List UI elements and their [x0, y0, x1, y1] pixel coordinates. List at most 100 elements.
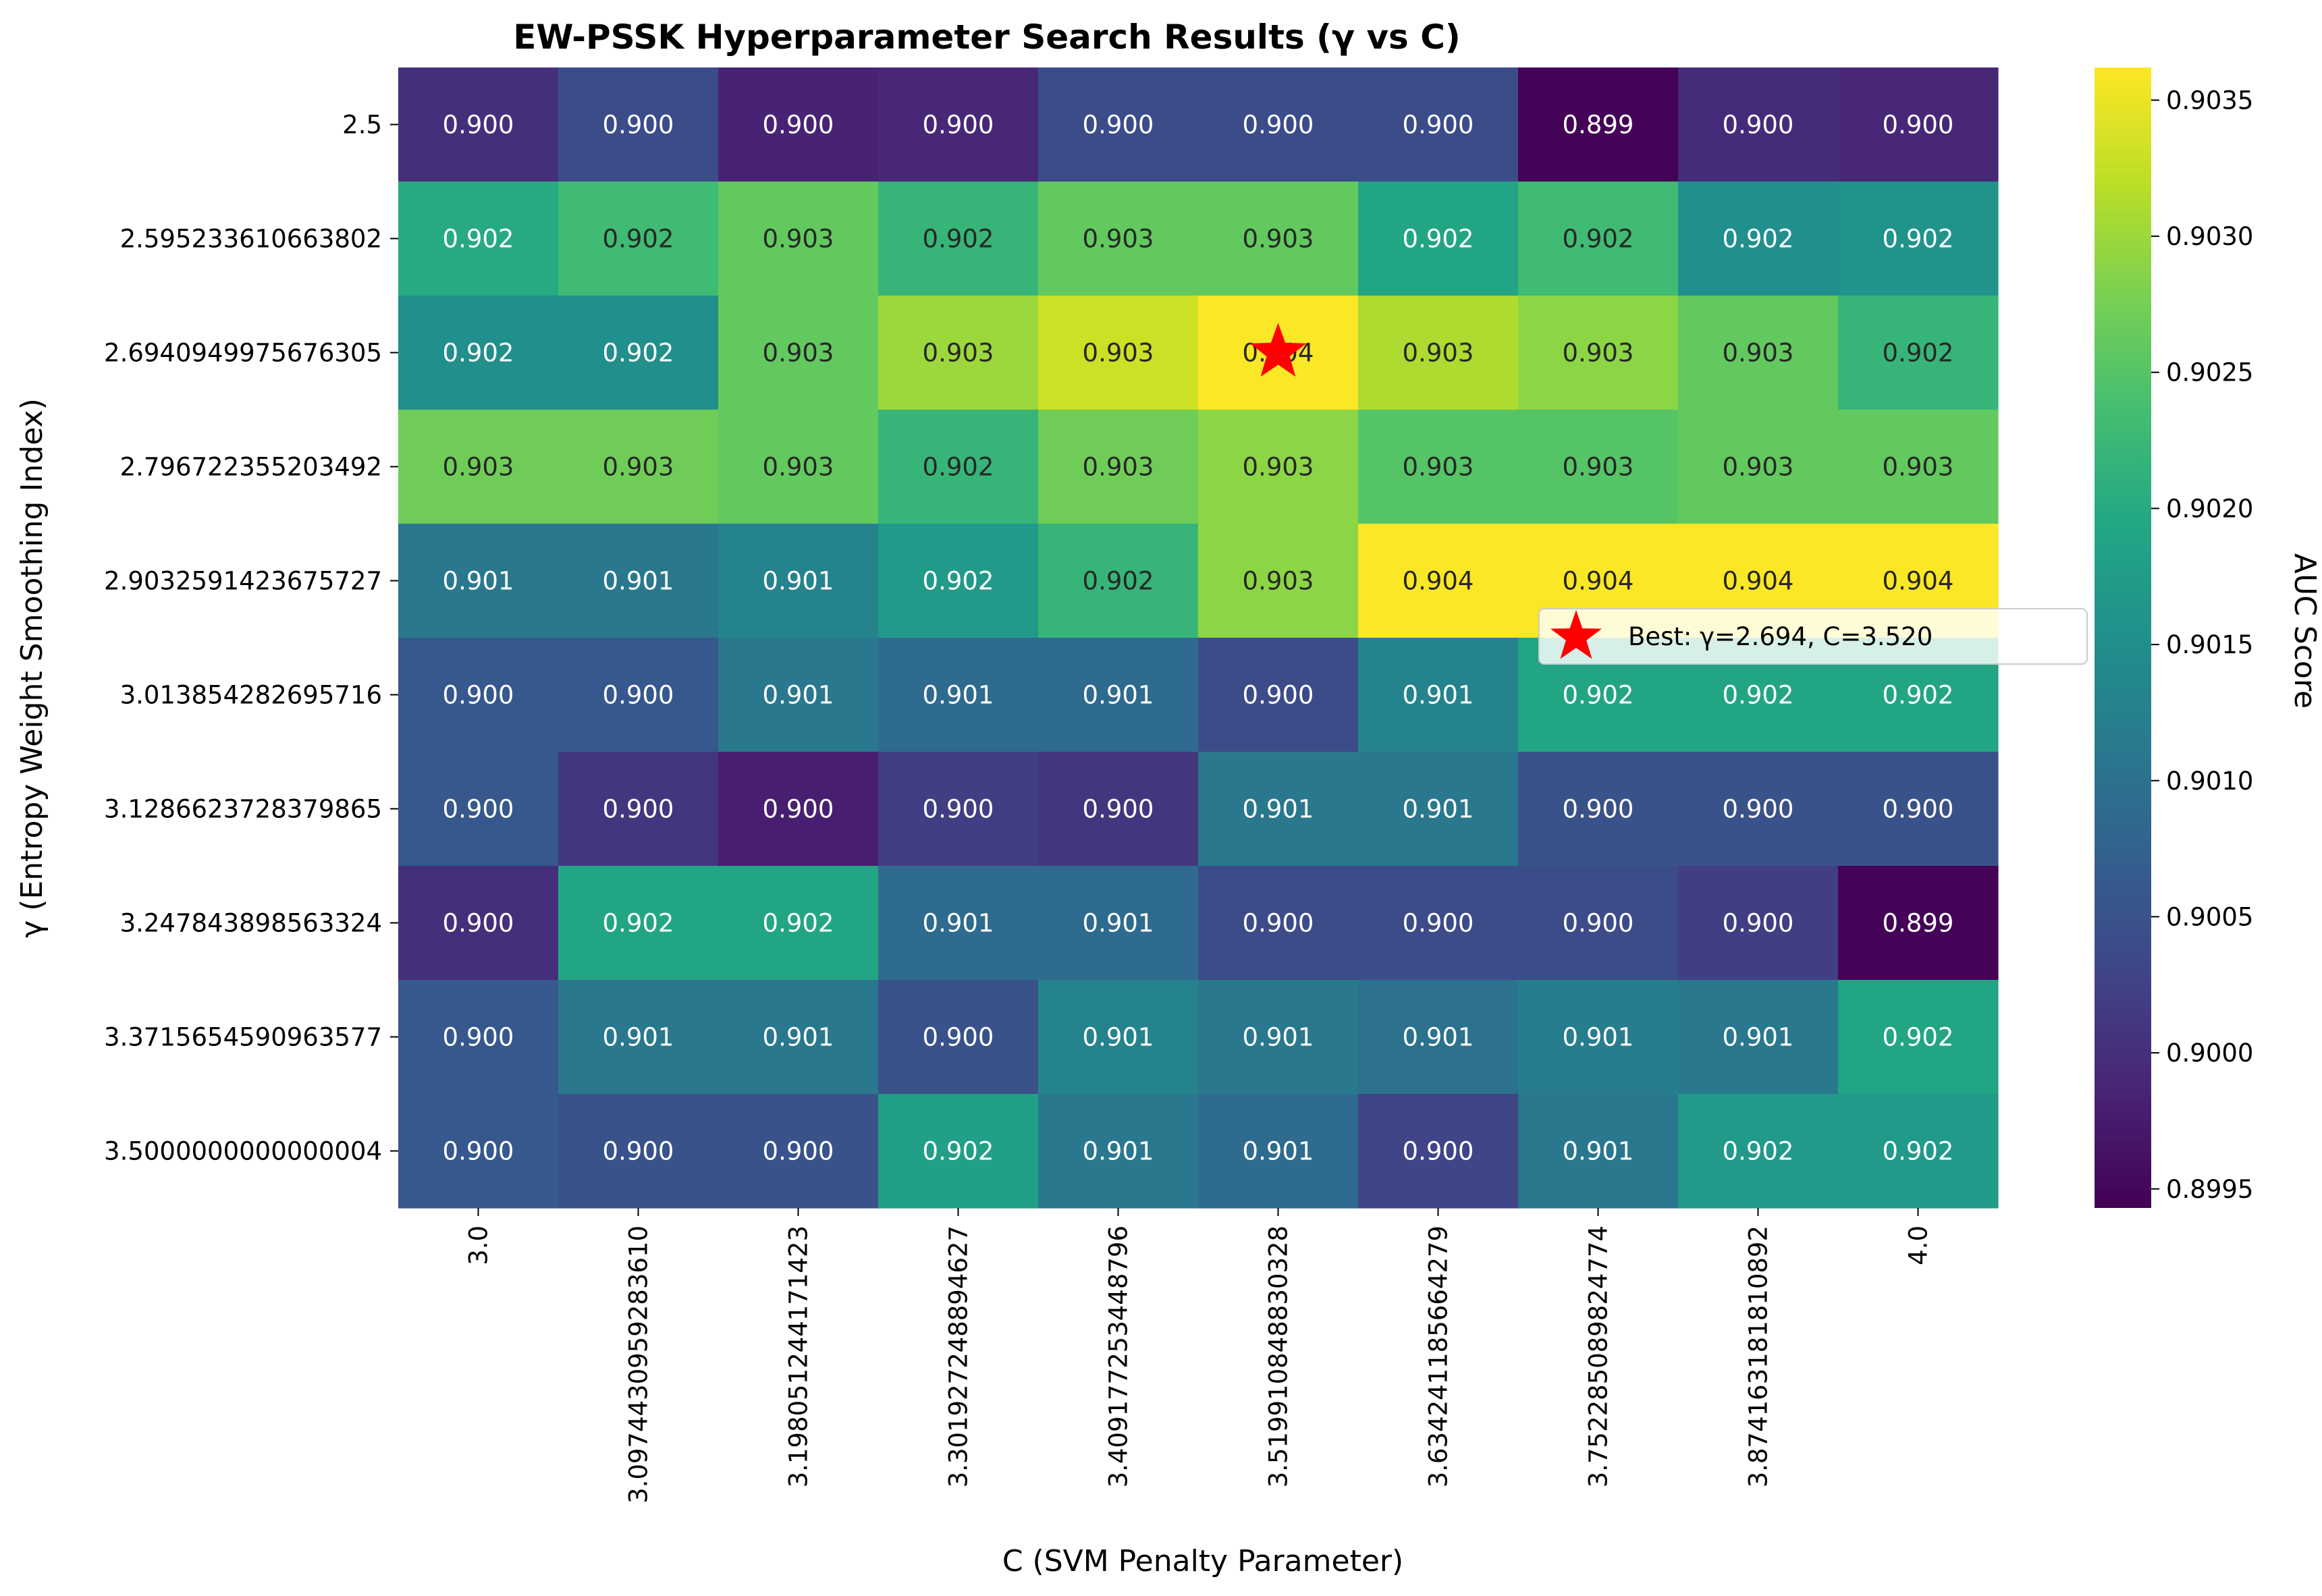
heatmap-cell-label: 0.903: [1083, 225, 1154, 254]
y-tick-label: 3.3715654590963577: [104, 1023, 382, 1052]
heatmap-cell: [398, 182, 559, 296]
heatmap-cell-label: 0.902: [923, 453, 994, 482]
heatmap-cell-label: 0.900: [443, 909, 514, 938]
heatmap-cell: [1838, 866, 1999, 981]
heatmap-cell-label: 0.900: [1403, 909, 1474, 938]
heatmap-cell-label: 0.901: [1083, 1137, 1154, 1166]
heatmap-cell-label: 0.900: [1883, 795, 1954, 824]
heatmap-cell: [558, 638, 719, 752]
heatmap-cell: [718, 182, 879, 296]
heatmap-cell-label: 0.900: [1403, 111, 1474, 140]
heatmap-cell: [718, 410, 879, 524]
heatmap-cell-label: 0.901: [1403, 681, 1474, 710]
heatmap-cell-label: 0.900: [443, 1137, 514, 1166]
heatmap-cells: [398, 67, 1999, 1209]
heatmap-cell: [718, 866, 879, 981]
heatmap-cell: [558, 182, 719, 296]
heatmap-cell-label: 0.902: [923, 225, 994, 254]
heatmap-cell: [718, 67, 879, 182]
heatmap-cell-label: 0.903: [1563, 339, 1634, 368]
heatmap-cell-label: 0.899: [1883, 909, 1954, 938]
best-star-icon: [1249, 323, 1307, 377]
x-tick-label: 3.634241185664279: [1424, 1226, 1453, 1487]
heatmap-cell-label: 0.900: [1723, 795, 1794, 824]
heatmap-cell-label: 0.901: [1083, 909, 1154, 938]
heatmap-cell-label: 0.903: [1883, 453, 1954, 482]
legend-entry-best: Best: γ=2.694, C=3.520: [1628, 622, 1933, 651]
colorbar-tick-label: 0.9020: [2166, 494, 2253, 523]
heatmap-cell-label: 0.900: [603, 795, 674, 824]
heatmap-cell: [878, 410, 1039, 524]
heatmap-cell: [1358, 980, 1519, 1095]
heatmap-cell: [1838, 67, 1999, 182]
colorbar-tick-label: 0.9010: [2166, 767, 2253, 796]
heatmap-cell-label: 0.900: [603, 1137, 674, 1166]
legend: Best: γ=2.694, C=3.520: [1538, 608, 2088, 665]
heatmap-cell-label: 0.903: [763, 225, 834, 254]
heatmap-cell: [1198, 410, 1359, 524]
heatmap-cell: [1838, 1094, 1999, 1209]
heatmap-cell: [1838, 980, 1999, 1095]
heatmap-cell: [878, 67, 1039, 182]
heatmap-cell: [1518, 67, 1679, 182]
heatmap-cell-label: 0.903: [1563, 453, 1634, 482]
heatmap-cell-label: 0.902: [1883, 681, 1954, 710]
heatmap-cell-label: 0.903: [923, 339, 994, 368]
colorbar-tick-label: 0.9005: [2166, 902, 2253, 931]
heatmap-cell: [558, 410, 719, 524]
heatmap-cell-label: 0.900: [923, 795, 994, 824]
heatmap-cell-label: 0.902: [1723, 225, 1794, 254]
heatmap-cell-label: 0.902: [1883, 1023, 1954, 1052]
heatmap-cell: [1518, 296, 1679, 410]
heatmap-cell-label: 0.900: [1723, 111, 1794, 140]
y-tick-label: 2.595233610663802: [120, 225, 382, 254]
colorbar-tick-label: 0.9035: [2166, 86, 2253, 115]
y-tick-label: 3.5000000000000004: [104, 1137, 382, 1166]
heatmap-cell: [1518, 866, 1679, 981]
colorbar-gradient: [2095, 67, 2151, 1208]
heatmap-cell-label: 0.900: [1243, 681, 1314, 710]
heatmap-cell: [1678, 296, 1839, 410]
heatmap-cell: [1358, 638, 1519, 752]
x-tick-label: 3.0: [464, 1226, 493, 1265]
heatmap-cell-label: 0.902: [1083, 567, 1154, 596]
heatmap-cell-label: 0.902: [1883, 339, 1954, 368]
heatmap-cell-label: 0.903: [763, 453, 834, 482]
heatmap-cell-label: 0.901: [443, 567, 514, 596]
heatmap-cell: [1678, 182, 1839, 296]
heatmap-cell: [718, 980, 879, 1095]
heatmap-cell-label: 0.900: [1403, 1137, 1474, 1166]
heatmap-cell: [1678, 980, 1839, 1095]
heatmap-cell-label: 0.901: [763, 681, 834, 710]
x-tick-label: 3.874163181810892: [1744, 1226, 1773, 1487]
heatmap-cell-label: 0.903: [1243, 225, 1314, 254]
legend-star-icon: [1550, 610, 1602, 659]
heatmap-cell-labels: 0.900 0.900 0.900 0.900 0.900 0.900 0.900 0.899…: [443, 111, 1954, 1166]
heatmap-cell: [558, 67, 719, 182]
heatmap-cell-label: 0.900: [443, 795, 514, 824]
x-tick-label: 4.0: [1904, 1226, 1933, 1265]
heatmap-cell-label: 0.902: [443, 339, 514, 368]
heatmap-cell: [1678, 1094, 1839, 1209]
heatmap-cell: [1198, 980, 1359, 1095]
heatmap-cell: [878, 1094, 1039, 1209]
heatmap-cell-label: 0.900: [443, 681, 514, 710]
heatmap-cell-label: 0.900: [1723, 909, 1794, 938]
heatmap-cell: [398, 410, 559, 524]
heatmap-cell: [718, 752, 879, 866]
heatmap-cell: [878, 638, 1039, 752]
y-axis-label: γ (Entropy Weight Smoothing Index): [15, 398, 49, 938]
heatmap-cell: [1358, 1094, 1519, 1209]
heatmap-cell-label: 0.901: [603, 1023, 674, 1052]
heatmap-cell: [718, 296, 879, 410]
heatmap-cell: [1358, 296, 1519, 410]
heatmap-cell: [718, 1094, 879, 1209]
colorbar: 0.8995 0.9000 0.9005 0.9010 0.9015 0.9020 0.90…: [2095, 67, 2253, 1208]
heatmap-cell: [1678, 866, 1839, 981]
heatmap-cell-label: 0.901: [1083, 681, 1154, 710]
heatmap-cell: [1838, 182, 1999, 296]
heatmap-cell-label: 0.903: [1243, 567, 1314, 596]
heatmap-cell: [1838, 752, 1999, 866]
x-tick-label: 3.519910848830328: [1264, 1226, 1293, 1487]
heatmap-cell: [718, 638, 879, 752]
